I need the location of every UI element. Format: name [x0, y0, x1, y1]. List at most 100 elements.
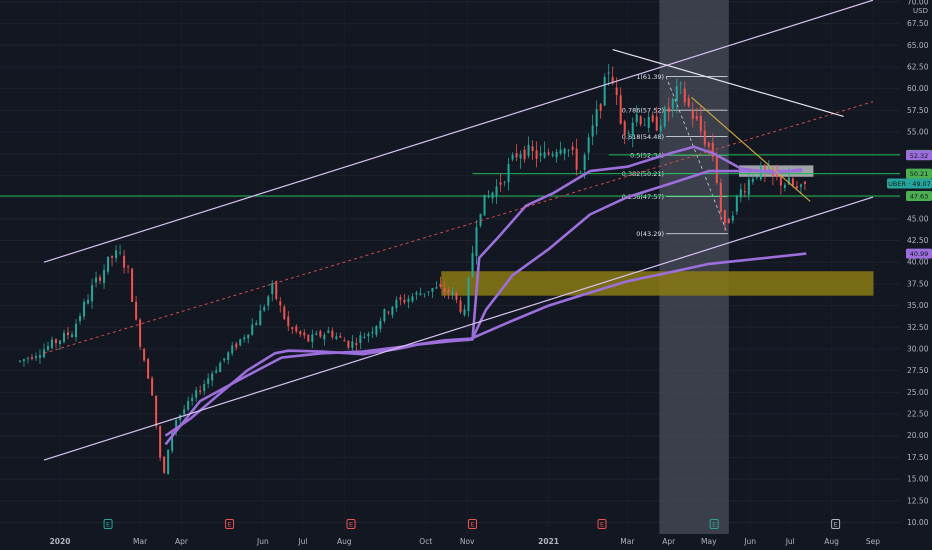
- candle-body: [631, 122, 634, 137]
- candle-body: [30, 357, 33, 359]
- candle-body: [327, 330, 330, 333]
- candle-body: [127, 266, 130, 268]
- candle-body: [42, 349, 45, 358]
- candle-body: [119, 252, 122, 254]
- candle-body: [519, 153, 522, 159]
- candle-body: [147, 359, 150, 379]
- moving-average-line: [164, 169, 803, 446]
- trend-line[interactable]: [43, 0, 874, 263]
- time-axis[interactable]: 2020 Mar Apr Jun Jul Aug Oct Nov 2021 Mar Apr May Ju…: [0, 534, 932, 550]
- candle-body: [779, 176, 782, 186]
- candle-body: [743, 191, 746, 193]
- candle-body: [83, 301, 86, 317]
- y-tick-label: 12.50: [907, 496, 929, 505]
- earnings-marker[interactable]: [103, 519, 113, 529]
- candle-body: [111, 256, 114, 258]
- y-tick-label: 35.00: [907, 301, 929, 310]
- trend-line[interactable]: [612, 49, 844, 117]
- fib-level-label: 0.618(54.48): [622, 133, 664, 141]
- candle-body: [387, 311, 390, 313]
- candle-body: [507, 163, 510, 183]
- candle-body: [243, 337, 246, 340]
- candle-body: [415, 292, 418, 295]
- earnings-marker[interactable]: [346, 519, 356, 529]
- candle-body: [283, 306, 286, 320]
- candle-body: [267, 296, 270, 306]
- candle-body: [539, 153, 542, 156]
- candle-body: [179, 414, 182, 421]
- trend-line[interactable]: [43, 196, 874, 461]
- currency-label: USD: [913, 7, 928, 15]
- candle-body: [307, 334, 310, 342]
- candle-body: [447, 289, 450, 293]
- candle-body: [291, 327, 294, 330]
- earnings-marker[interactable]: [225, 519, 235, 529]
- candle-body: [627, 132, 630, 134]
- candle-body: [719, 182, 722, 213]
- candle-body: [671, 98, 674, 109]
- candle-body: [54, 339, 57, 344]
- candle-body: [131, 268, 134, 302]
- candle-body: [395, 299, 398, 309]
- x-tick-label: Jun: [743, 537, 756, 546]
- candle-body: [435, 287, 438, 289]
- candle-body: [195, 390, 198, 398]
- candle-body: [531, 146, 534, 151]
- candle-body: [167, 449, 170, 475]
- candle-body: [511, 154, 514, 160]
- candle-body: [623, 121, 626, 135]
- horizontal-levels[interactable]: [0, 154, 900, 197]
- candle-body: [675, 86, 678, 102]
- candle-body: [223, 358, 226, 361]
- candle-body: [491, 192, 494, 199]
- candle-body: [22, 359, 25, 362]
- candle-body: [723, 210, 726, 223]
- candle-body: [591, 125, 594, 137]
- earnings-marker[interactable]: [597, 519, 607, 529]
- trend-lines[interactable]: [43, 0, 874, 461]
- earnings-marker[interactable]: [709, 519, 719, 529]
- candle-body: [527, 145, 530, 157]
- price-tag: [887, 178, 932, 189]
- earnings-marker[interactable]: [468, 519, 478, 529]
- earnings-marker-label: E: [600, 521, 604, 529]
- earnings-marker-label: E: [227, 521, 231, 529]
- candle-body: [695, 116, 698, 120]
- candle-body: [207, 378, 210, 385]
- candle-body: [599, 104, 602, 111]
- candle-body: [383, 309, 386, 321]
- candle-body: [727, 218, 730, 224]
- candle-body: [687, 98, 690, 107]
- candle-body: [683, 88, 686, 103]
- candle-body: [559, 149, 562, 154]
- candle-body: [259, 310, 262, 326]
- earnings-marker[interactable]: [831, 519, 841, 529]
- y-tick-label: 40.00: [907, 258, 929, 267]
- candle-body: [231, 345, 234, 354]
- candle-body: [34, 356, 37, 358]
- candle-body: [759, 166, 762, 180]
- fib-level-label: 0(43.29): [636, 230, 664, 238]
- candle-body: [155, 395, 158, 427]
- candle-body: [535, 150, 538, 159]
- candle-body: [607, 72, 610, 74]
- moving-average-line: [164, 145, 803, 437]
- dashed-midline[interactable]: [43, 101, 874, 354]
- candle-body: [91, 285, 94, 302]
- candle-body: [375, 326, 378, 335]
- candle-body: [347, 340, 350, 348]
- price-tag: [906, 150, 932, 161]
- candle-body: [391, 306, 394, 316]
- price-axis[interactable]: USD 70.00 67.50 65.00 62.50 60.00 57.50 55.00 5…: [900, 0, 932, 550]
- candle-body: [551, 153, 554, 156]
- candle-body: [355, 343, 358, 345]
- candle-body: [775, 174, 778, 177]
- candle-body: [235, 343, 238, 348]
- fib-level-label: 0.236(47.57): [622, 193, 664, 201]
- candle-body: [487, 196, 490, 198]
- trend-line[interactable]: [691, 96, 811, 202]
- y-tick-label: 22.50: [907, 410, 929, 419]
- y-tick-label: 67.50: [907, 19, 929, 28]
